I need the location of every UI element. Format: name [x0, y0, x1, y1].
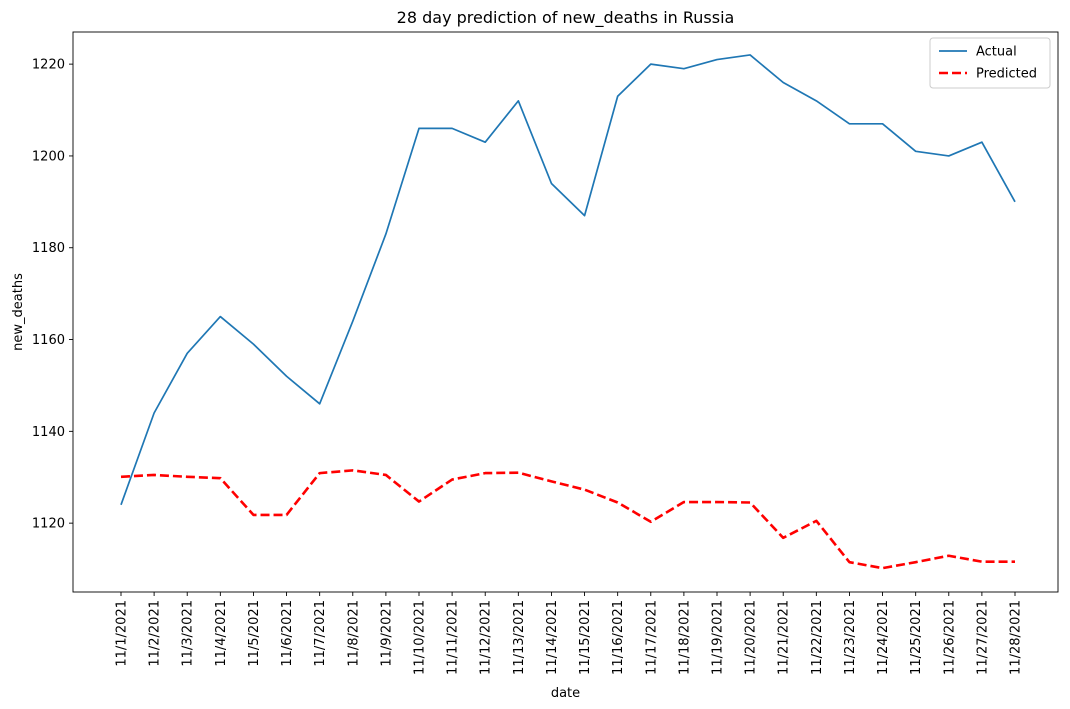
- x-tick-label: 11/19/2021: [711, 600, 726, 675]
- y-tick-label: 1200: [32, 149, 65, 164]
- x-tick-label: 11/5/2021: [247, 600, 262, 667]
- x-tick-label: 11/4/2021: [214, 600, 229, 667]
- x-axis: 11/1/2021 11/2/2021 11/3/2021 11/4/2021 11/5…: [115, 592, 1024, 675]
- series-line-actual: [120, 54, 1016, 506]
- x-tick-label: 11/15/2021: [578, 600, 593, 675]
- y-tick-label: 1220: [32, 58, 65, 73]
- x-tick-label: 11/26/2021: [942, 600, 957, 675]
- x-tick-label: 11/27/2021: [975, 600, 990, 675]
- x-tick-label: 11/21/2021: [777, 600, 792, 675]
- chart-title: 28 day prediction of new_deaths in Russi…: [397, 8, 735, 28]
- x-tick-label: 11/11/2021: [446, 600, 461, 675]
- y-tick-label: 1160: [32, 333, 65, 348]
- x-tick-label: 11/6/2021: [280, 600, 295, 667]
- legend: Actual Predicted: [929, 37, 1051, 89]
- x-tick-label: 11/25/2021: [909, 600, 924, 675]
- x-tick-label: 11/1/2021: [115, 600, 130, 667]
- x-tick-label: 11/10/2021: [413, 600, 428, 675]
- y-axis: 1120 1140 1160 1180 1200 1220: [32, 58, 73, 532]
- x-tick-label: 11/9/2021: [379, 600, 394, 667]
- x-tick-label: 11/16/2021: [611, 600, 626, 675]
- series-line-predicted: [120, 469, 1015, 570]
- x-tick-label: 11/7/2021: [313, 600, 328, 667]
- y-tick-label: 1180: [32, 241, 65, 256]
- x-axis-label: date: [551, 686, 580, 701]
- x-tick-label: 11/14/2021: [545, 600, 560, 675]
- x-tick-label: 11/20/2021: [744, 600, 759, 675]
- x-tick-label: 11/18/2021: [677, 600, 692, 675]
- x-tick-label: 11/22/2021: [810, 600, 825, 675]
- legend-label-actual: Actual: [976, 45, 1017, 60]
- x-tick-label: 11/23/2021: [843, 600, 858, 675]
- x-tick-label: 11/28/2021: [1009, 600, 1024, 675]
- x-tick-label: 11/8/2021: [346, 600, 361, 667]
- y-tick-label: 1140: [32, 425, 65, 440]
- plot-frame: [72, 31, 1059, 593]
- legend-label-predicted: Predicted: [976, 67, 1037, 82]
- x-tick-label: 11/12/2021: [479, 600, 494, 675]
- x-tick-label: 11/13/2021: [512, 600, 527, 675]
- y-tick-label: 1120: [32, 517, 65, 532]
- x-tick-label: 11/3/2021: [181, 600, 196, 667]
- y-axis-label: new_deaths: [11, 273, 26, 351]
- x-tick-label: 11/17/2021: [644, 600, 659, 675]
- plot-area: [72, 31, 1059, 593]
- x-tick-label: 11/2/2021: [148, 600, 163, 667]
- x-tick-label: 11/24/2021: [876, 600, 891, 675]
- series-layer: [120, 54, 1016, 570]
